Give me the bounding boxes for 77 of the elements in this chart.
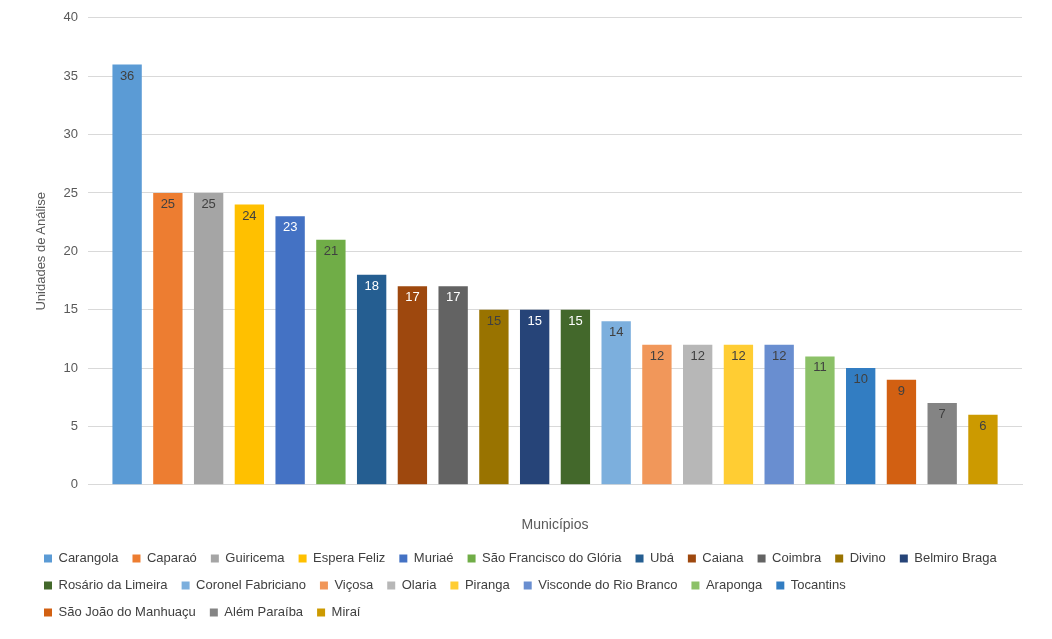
bar bbox=[519, 309, 550, 485]
data-label: 24 bbox=[242, 207, 257, 223]
legend-label: Olaria bbox=[401, 577, 438, 593]
legend-label: Ubá bbox=[650, 550, 675, 566]
bar bbox=[112, 64, 142, 485]
legend-label: Divino bbox=[849, 550, 886, 566]
legend-label: Visconde do Rio Branco bbox=[538, 577, 678, 593]
bar bbox=[397, 286, 428, 485]
y-tick-label: 25 bbox=[63, 184, 79, 200]
bar bbox=[764, 344, 794, 485]
bar bbox=[560, 309, 591, 485]
y-tick-label: 30 bbox=[63, 126, 79, 142]
data-label: 17 bbox=[405, 289, 420, 305]
y-tick-label: 10 bbox=[63, 359, 79, 375]
bar bbox=[438, 286, 468, 485]
legend-label: Muriaé bbox=[413, 550, 454, 566]
bar bbox=[316, 239, 346, 485]
bar bbox=[886, 379, 917, 485]
bar bbox=[193, 192, 224, 485]
bar bbox=[153, 192, 183, 485]
legend-label: São Francisco do Glória bbox=[482, 550, 623, 566]
legend-label: Piranga bbox=[464, 577, 511, 593]
legend-label: Rosário da Limeira bbox=[58, 577, 169, 593]
bar bbox=[723, 344, 754, 485]
legend-label: Viçosa bbox=[334, 577, 374, 593]
bar bbox=[234, 204, 265, 485]
data-label: 10 bbox=[853, 371, 868, 387]
legend-label: Guiricema bbox=[225, 550, 286, 566]
y-tick-label: 20 bbox=[63, 242, 79, 258]
data-label: 18 bbox=[364, 277, 379, 293]
data-label: 36 bbox=[119, 67, 135, 83]
bar bbox=[601, 321, 631, 485]
data-label: 25 bbox=[201, 196, 216, 211]
legend-label: Além Paraíba bbox=[224, 604, 304, 620]
y-axis-title: Unidades de Análise bbox=[33, 192, 49, 311]
data-label: 14 bbox=[608, 324, 624, 340]
data-label: 15 bbox=[527, 312, 542, 328]
y-tick-label: 5 bbox=[70, 418, 79, 433]
data-label: 21 bbox=[323, 242, 339, 258]
bar bbox=[846, 368, 876, 485]
data-label: 25 bbox=[160, 196, 176, 211]
legend-label: Carangola bbox=[58, 550, 120, 566]
data-label: 23 bbox=[282, 219, 298, 235]
bar bbox=[642, 344, 672, 485]
bar bbox=[927, 403, 957, 485]
legend-label: Araponga bbox=[705, 577, 764, 593]
y-tick-label: 35 bbox=[63, 67, 79, 83]
y-tick-label: 15 bbox=[63, 301, 79, 317]
legend-label: Belmiro Braga bbox=[914, 550, 998, 566]
data-label: 15 bbox=[568, 312, 583, 328]
x-axis-title: Municípios bbox=[521, 516, 589, 533]
legend-label: Coimbra bbox=[772, 550, 822, 566]
legend-label: Miraí bbox=[331, 604, 361, 620]
data-label: 15 bbox=[486, 312, 502, 328]
bar bbox=[968, 414, 998, 485]
legend-label: Tocantins bbox=[790, 577, 847, 593]
legend-label: Espera Feliz bbox=[313, 550, 386, 566]
data-label: 12 bbox=[771, 347, 787, 363]
data-label: 7 bbox=[938, 406, 946, 422]
legend-label: Caiana bbox=[702, 550, 745, 566]
data-label: 6 bbox=[979, 417, 987, 433]
legend-label: Coronel Fabriciano bbox=[196, 577, 306, 593]
y-tick-label: 40 bbox=[63, 9, 79, 25]
bar bbox=[805, 356, 835, 485]
bar bbox=[356, 274, 387, 485]
bar bbox=[275, 216, 305, 485]
y-tick-label: 0 bbox=[70, 476, 79, 492]
bar bbox=[479, 309, 509, 485]
data-label: 9 bbox=[897, 382, 906, 398]
data-label: 12 bbox=[731, 347, 746, 363]
legend-label: São João do Manhuaçu bbox=[58, 604, 196, 620]
data-label: 17 bbox=[445, 289, 461, 305]
data-label: 12 bbox=[649, 347, 665, 363]
data-label: 11 bbox=[813, 359, 827, 375]
legend-label: Caparaó bbox=[146, 550, 197, 566]
data-label: 12 bbox=[690, 347, 705, 363]
bar bbox=[683, 344, 713, 485]
